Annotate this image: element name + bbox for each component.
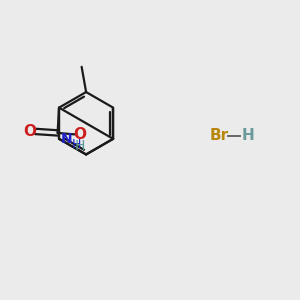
Text: H: H [242,128,254,142]
Text: Br: Br [209,128,229,142]
Text: O: O [74,127,87,142]
Text: H: H [72,138,81,151]
Text: H: H [75,139,86,153]
Text: O: O [23,124,36,139]
Text: N: N [61,132,72,146]
